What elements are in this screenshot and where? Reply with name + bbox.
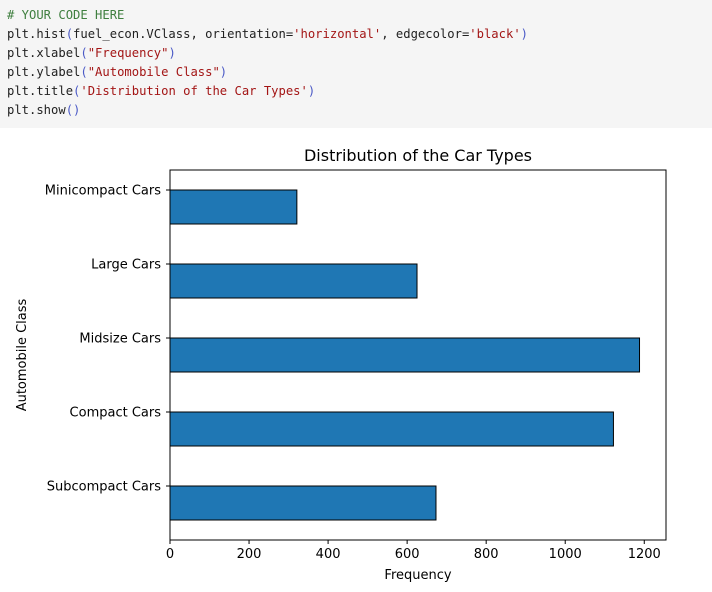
code-token: ( bbox=[73, 84, 81, 98]
code-token: # YOUR CODE HERE bbox=[7, 8, 125, 22]
code-line: plt.show() bbox=[7, 101, 528, 120]
x-tick-label: 0 bbox=[166, 547, 174, 562]
plot-frame bbox=[169, 169, 667, 541]
chart-title: Distribution of the Car Types bbox=[304, 146, 532, 165]
bar bbox=[169, 411, 614, 447]
bar bbox=[169, 485, 437, 521]
y-axis-label: Automobile Class bbox=[15, 298, 30, 411]
y-tick-label: Midsize Cars bbox=[79, 332, 161, 347]
code-token: plt.title bbox=[7, 84, 74, 98]
bar bbox=[169, 189, 298, 225]
bar bbox=[169, 337, 641, 373]
code-token: plt.hist bbox=[7, 27, 66, 41]
x-axis-label: Frequency bbox=[384, 568, 451, 583]
code-cell[interactable]: # YOUR CODE HERE plt.hist(fuel_econ.VClas… bbox=[0, 0, 712, 128]
code-token: ( bbox=[80, 65, 88, 79]
cell-output: Minicompact Cars Large Cars Midsize Cars Co… bbox=[0, 128, 712, 588]
code-token: , edgecolor= bbox=[381, 27, 470, 41]
y-tick-label: Minicompact Cars bbox=[45, 184, 161, 199]
y-tick-label: Compact Cars bbox=[70, 406, 162, 421]
code-token: 'horizontal' bbox=[293, 27, 382, 41]
code-line: plt.title('Distribution of the Car Types… bbox=[7, 82, 528, 101]
y-tick-label: Large Cars bbox=[91, 258, 161, 273]
code-token: fuel_econ.VClass, orientation= bbox=[73, 27, 294, 41]
code-line: plt.hist(fuel_econ.VClass, orientation='… bbox=[7, 25, 528, 44]
code-line: plt.ylabel("Automobile Class") bbox=[7, 63, 528, 82]
x-tick-label: 800 bbox=[474, 547, 499, 562]
code-token: "Frequency" bbox=[87, 46, 169, 60]
histogram-chart: Minicompact Cars Large Cars Midsize Cars Co… bbox=[15, 146, 667, 583]
y-tick-label: Subcompact Cars bbox=[47, 480, 161, 495]
code-editor[interactable]: # YOUR CODE HERE plt.hist(fuel_econ.VClas… bbox=[7, 6, 528, 120]
x-tick-label: 1200 bbox=[628, 547, 661, 562]
code-token: plt.xlabel bbox=[7, 46, 81, 60]
code-token: plt.show bbox=[7, 103, 66, 117]
x-tick-label: 200 bbox=[237, 547, 262, 562]
code-token: 'black' bbox=[469, 27, 521, 41]
code-token: "Automobile Class" bbox=[87, 65, 220, 79]
code-line: # YOUR CODE HERE bbox=[7, 6, 528, 25]
code-line: plt.xlabel("Frequency") bbox=[7, 44, 528, 63]
code-token: ) bbox=[168, 46, 176, 60]
code-token: ( bbox=[65, 27, 74, 41]
x-tick-label: 1000 bbox=[549, 547, 582, 562]
code-token: ) bbox=[307, 84, 316, 98]
x-tick-label: 400 bbox=[316, 547, 341, 562]
code-token: ( bbox=[80, 46, 88, 60]
code-token: plt.ylabel bbox=[7, 65, 81, 79]
code-token: 'Distribution of the Car Types' bbox=[80, 84, 308, 98]
code-token: () bbox=[65, 103, 81, 117]
x-tick-label: 600 bbox=[395, 547, 420, 562]
code-token: ) bbox=[219, 65, 228, 79]
bar bbox=[169, 263, 418, 299]
code-token: ) bbox=[520, 27, 529, 41]
